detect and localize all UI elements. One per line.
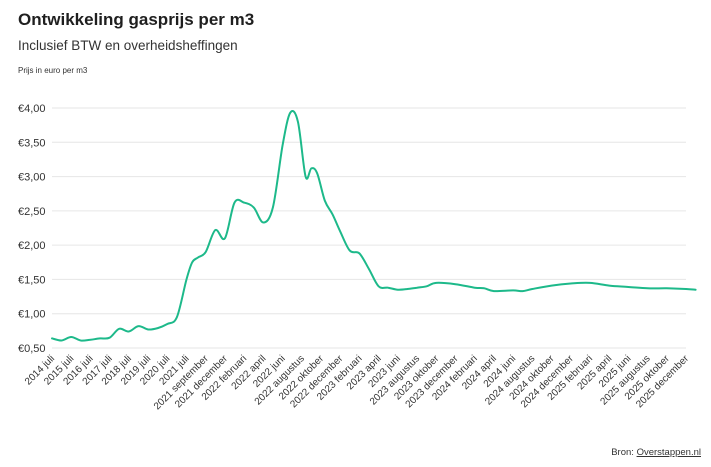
y-tick-label: €4,00 (18, 103, 46, 115)
price-line (51, 110, 697, 342)
y-tick-label: €1,50 (18, 274, 46, 286)
y-tick-label: €3,50 (18, 137, 46, 149)
source-link[interactable]: Overstappen.nl (636, 447, 701, 458)
y-tick-label: €3,00 (18, 172, 46, 184)
source-note: Bron: Overstappen.nl (611, 447, 701, 458)
y-tick-label: €2,50 (18, 206, 46, 218)
grid-lines (52, 107, 686, 349)
y-tick-label: €1,00 (18, 309, 46, 321)
y-tick-label: €0,50 (18, 343, 46, 355)
y-axis-unit-label: Prijs in euro per m3 (18, 66, 88, 75)
chart-title: Ontwikkeling gasprijs per m3 (18, 10, 255, 29)
source-prefix: Bron: (611, 447, 634, 458)
y-tick-label: €2,00 (18, 240, 46, 252)
y-axis-ticks: €0,50 €1,00 €1,50 €2,00 €2,50 €3,00 €3,50 €4,00 (18, 103, 46, 355)
chart-subtitle: Inclusief BTW en overheidsheffingen (18, 38, 238, 53)
